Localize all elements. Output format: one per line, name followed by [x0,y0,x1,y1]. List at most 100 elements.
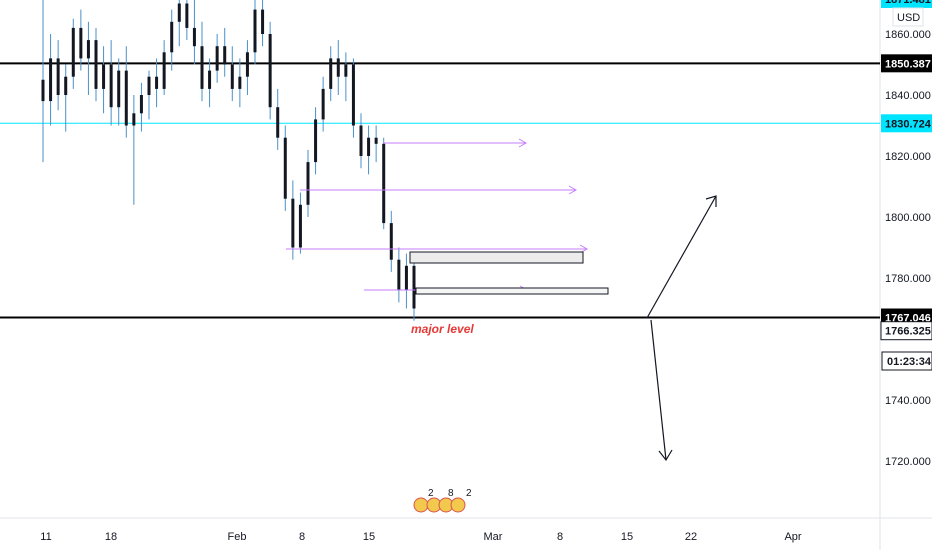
major-level-annotation: major level [411,322,474,336]
price-tick-label: 1820.000 [885,151,931,163]
price-axis-ticks: 1860.000 1840.000 1820.000 1800.000 1780.000… [885,29,931,468]
candle-body [109,64,113,108]
projection-arrows [646,195,717,462]
black-level-price-tag [881,54,932,73]
candle-body [86,40,90,59]
countdown-box [881,351,932,371]
candle-body [344,64,348,77]
time-tick-label: 22 [685,531,697,543]
candle-body [276,107,280,138]
candle-body [359,125,363,156]
event-badge-count-2: 8 [448,488,454,499]
flag-icon [450,497,466,513]
currency-box[interactable] [892,7,924,27]
event-badge-count-1: 2 [428,488,434,499]
candle-body [253,9,257,53]
candle-body [321,88,325,120]
arrow-up-line[interactable] [646,195,717,319]
cyan-level-price-tag [881,114,932,133]
horizontal-levels [0,62,880,319]
candle-body [79,27,83,59]
candle-body [268,34,272,108]
time-tick-label: 8 [557,531,563,543]
candle-body [283,137,287,199]
price-tick-label: 1840.000 [885,90,931,102]
candle-body [397,259,401,291]
countdown-label: 01:23:34 [887,356,932,368]
candle-body [56,58,60,95]
candle-body [382,143,386,224]
candle-body [245,52,249,77]
candle-body [404,265,408,291]
candle-body [139,95,143,114]
candle-body [336,58,340,77]
candle-body [223,46,227,65]
cyan-level-price-label: 1830.724 [885,118,932,130]
time-tick-label: Mar [484,531,503,543]
time-tick-label: 11 [40,531,51,543]
candle-body [291,198,295,248]
candle-body [177,3,181,22]
time-tick-label: 15 [621,531,633,543]
candle-body [208,70,212,89]
zone-rectangle-lower[interactable] [415,287,609,295]
time-tick-label: 8 [299,531,305,543]
candle-body [147,76,151,95]
price-tick-label: 1860.000 [885,29,931,41]
candle-body [215,46,219,71]
candle-body [200,46,204,89]
time-tick-label: 15 [363,531,375,543]
candlesticks [41,0,416,321]
time-tick-label: Feb [228,531,247,543]
candle-body [41,79,45,102]
current-price-label: 1766.325 [885,326,931,338]
flag-icon [413,497,429,513]
arrow-down-line[interactable] [650,319,667,461]
candle-body [124,70,128,126]
price-tick-label: 1800.000 [885,212,931,224]
currency-label: USD [897,12,920,24]
candle-body [102,64,106,89]
candle-body [314,119,318,163]
candle-body [94,40,98,89]
candle-body [298,204,302,248]
purple-ray-2-arrowhead [568,185,578,195]
candle-body [306,162,310,205]
candle-body [185,3,189,28]
candle-body [389,223,393,260]
candle-body [230,64,234,89]
candle-body [170,21,174,53]
time-tick-label: 18 [105,531,117,543]
candle-body [351,64,355,126]
price-tick-label: 1780.000 [885,273,931,285]
event-badge-count-3: 2 [466,488,472,499]
candle-body [132,113,136,126]
arrow-up-head [705,195,717,207]
candle-body [367,137,371,156]
candle-body [192,27,196,47]
candle-body [162,52,166,89]
cyan-level-price-tag [881,0,932,8]
event-badges[interactable]: 2 8 2 [413,488,472,513]
candle-body [374,137,378,144]
candle-body [155,76,159,89]
candle-body [261,9,265,34]
price-tick-label: 1740.000 [885,395,931,407]
candle-body [64,76,68,95]
candle-body [412,265,416,309]
zone-rectangle-upper[interactable] [409,251,584,264]
price-tick-label: 1720.000 [885,456,931,468]
candle-body [117,70,121,108]
candle-body [329,58,333,89]
candle-body [49,58,53,102]
time-axis-ticks: 11 18 Feb 8 15 Mar 8 15 22 Apr [40,531,802,543]
candle-body [71,27,75,77]
black-level-price-label: 1850.387 [885,58,931,70]
time-tick-label: Apr [784,531,801,543]
cyan-level-price-label: 1871.481 [885,0,931,6]
purple-ray-1-arrowhead [518,138,528,148]
arrow-down-head [658,449,673,462]
candle-body [238,76,242,89]
